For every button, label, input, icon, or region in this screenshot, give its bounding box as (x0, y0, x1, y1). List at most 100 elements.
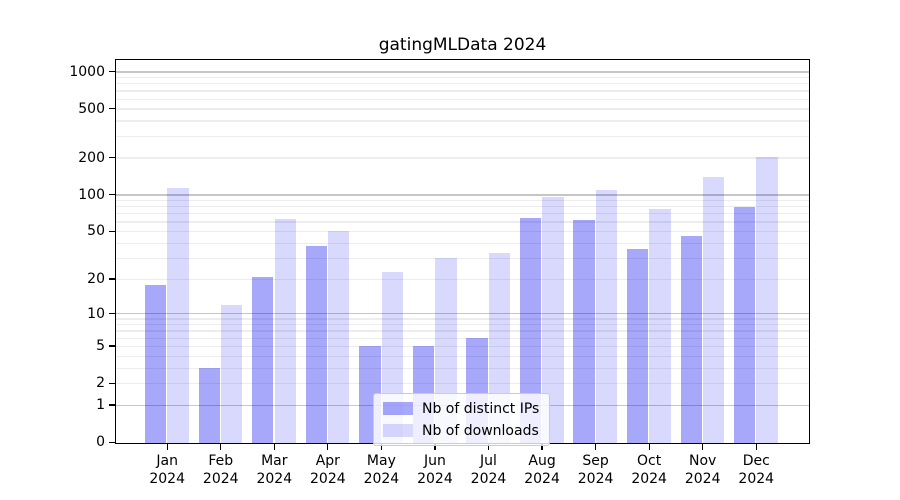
y-tick-mark (109, 70, 115, 73)
minor-gridline (116, 120, 809, 122)
major-gridline (116, 313, 809, 315)
x-tick-mark (648, 443, 650, 450)
bar-downloads-sep (595, 190, 618, 443)
major-gridline (116, 71, 809, 73)
minor-gridline (116, 318, 809, 320)
x-tick-month: Apr (315, 452, 340, 469)
bar-downloads-oct (649, 208, 671, 443)
x-tick-mark (273, 443, 275, 450)
y-tick-mark (109, 157, 115, 159)
bar-distinct-ips-sep (573, 220, 595, 443)
y-tick-label: 0 (96, 434, 105, 451)
x-tick-label-jul: Jul 2024 (453, 452, 525, 489)
y-tick-label: 500 (78, 100, 105, 117)
major-gridline (116, 194, 809, 196)
x-tick-month: Dec (742, 452, 770, 469)
x-tick-year: 2024 (577, 471, 614, 487)
x-tick-year: 2024 (417, 471, 453, 487)
y-tick-mark (109, 382, 115, 384)
y-tick-mark (109, 278, 115, 280)
minor-gridline (116, 213, 809, 215)
x-tick-year: 2024 (363, 471, 400, 487)
y-tick-mark (109, 108, 115, 110)
minor-gridline (116, 355, 809, 357)
bar-distinct-ips-oct (626, 248, 649, 443)
y-tick-label: 50 (87, 223, 105, 240)
minor-gridline (116, 90, 809, 92)
legend-item-distinct-ips: Nb of distinct IPs (383, 399, 539, 418)
x-tick-month: Sep (582, 452, 609, 469)
legend-item-downloads: Nb of downloads (383, 421, 539, 440)
x-tick-mark (594, 443, 597, 450)
minor-gridline (116, 83, 809, 85)
bar-distinct-ips-nov (680, 236, 702, 443)
bar-distinct-ips-dec (734, 206, 756, 443)
minor-gridline (116, 324, 809, 326)
x-tick-month: Jun (424, 452, 446, 469)
x-tick-month: May (366, 452, 396, 469)
y-tick-mark (109, 230, 115, 232)
x-tick-month: Mar (261, 452, 288, 469)
minor-gridline (116, 206, 809, 208)
x-tick-mark (220, 443, 222, 450)
minor-gridline (116, 157, 809, 159)
x-tick-month: Feb (208, 452, 234, 469)
bar-downloads-feb (220, 304, 243, 443)
bar-downloads-apr (328, 230, 350, 443)
x-tick-label-aug: Aug 2024 (506, 452, 578, 489)
legend-label-distinct-ips: Nb of distinct IPs (422, 400, 540, 417)
plot-area: Nb of distinct IPs Nb of downloads (115, 59, 810, 446)
x-tick-year: 2024 (631, 471, 667, 487)
y-tick-label: 10 (87, 305, 105, 322)
chart-title: gatingMLData 2024 (378, 35, 547, 55)
minor-gridline (116, 337, 809, 339)
bar-downloads-aug (542, 197, 564, 443)
x-tick-month: Aug (528, 452, 556, 469)
x-tick-label-mar: Mar 2024 (238, 452, 310, 489)
x-tick-year: 2024 (470, 471, 507, 487)
x-tick-label-oct: Oct 2024 (613, 452, 685, 489)
minor-gridline (116, 98, 809, 100)
x-tick-mark (327, 443, 329, 450)
minor-gridline (116, 135, 809, 137)
minor-gridline (116, 76, 809, 79)
y-tick-label: 1 (96, 397, 105, 414)
minor-gridline (116, 221, 809, 223)
legend-swatch-downloads (383, 424, 413, 437)
minor-gridline (116, 242, 809, 244)
bar-downloads-jan (167, 187, 189, 443)
x-tick-mark (702, 443, 704, 450)
minor-gridline (116, 330, 809, 332)
x-tick-label-jan: Jan 2024 (131, 452, 203, 489)
x-tick-label-feb: Feb 2024 (185, 452, 257, 489)
y-tick-label: 20 (87, 270, 105, 287)
minor-gridline (116, 231, 809, 233)
y-tick-mark (109, 404, 115, 406)
y-tick-label: 5 (96, 338, 105, 355)
bar-downloads-nov (702, 177, 725, 443)
x-tick-year: 2024 (684, 471, 721, 487)
legend-swatch-distinct-ips (383, 402, 413, 415)
x-tick-label-dec: Dec 2024 (720, 452, 792, 489)
minor-gridline (116, 345, 809, 347)
bar-distinct-ips-aug (519, 217, 542, 443)
bar-distinct-ips-mar (252, 276, 274, 443)
minor-gridline (116, 199, 809, 202)
x-tick-year: 2024 (256, 471, 293, 487)
minor-gridline (116, 108, 809, 110)
y-tick-mark (109, 194, 115, 196)
legend: Nb of distinct IPs Nb of downloads (373, 393, 551, 446)
x-tick-label-jun: Jun 2024 (399, 452, 471, 489)
y-tick-label: 1000 (69, 63, 105, 80)
x-tick-label-sep: Sep 2024 (560, 452, 632, 489)
x-tick-mark (487, 443, 490, 450)
x-tick-label-nov: Nov 2024 (667, 452, 739, 489)
x-tick-month: Nov (689, 452, 717, 469)
x-tick-mark (434, 443, 436, 450)
x-tick-label-apr: Apr 2024 (292, 452, 364, 489)
y-tick-mark (109, 345, 115, 347)
x-tick-year: 2024 (524, 471, 560, 487)
minor-gridline (116, 257, 809, 259)
minor-gridline (116, 382, 809, 385)
minor-gridline (116, 278, 809, 280)
